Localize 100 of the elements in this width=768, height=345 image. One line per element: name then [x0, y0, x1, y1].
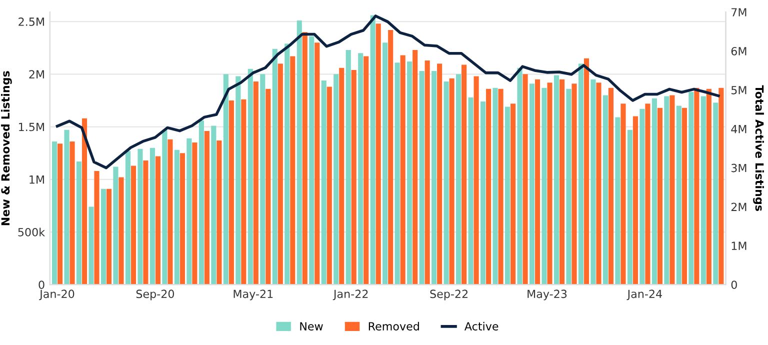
y-tick-label: 0 — [38, 280, 44, 290]
bar — [584, 58, 590, 285]
bar — [657, 108, 662, 285]
legend-label: Removed — [368, 322, 419, 330]
bar — [88, 206, 94, 285]
x-tick-label: May-21 — [234, 290, 273, 300]
bar — [130, 166, 136, 285]
bar — [376, 24, 381, 285]
bar — [260, 74, 266, 285]
bar — [468, 97, 474, 285]
bar — [510, 104, 516, 285]
bar — [364, 56, 369, 285]
y-tick-label: 1M — [30, 176, 44, 184]
bar — [64, 130, 70, 285]
bar — [547, 82, 552, 285]
bar — [125, 150, 131, 285]
y2-tick-label: 7M — [732, 8, 746, 16]
bar — [309, 36, 314, 285]
bar — [664, 96, 670, 285]
bar — [424, 60, 430, 285]
bar — [542, 88, 547, 285]
bar — [394, 62, 400, 285]
bar — [192, 142, 198, 285]
y2-tick-label: 2M — [731, 202, 746, 211]
bar — [150, 148, 155, 285]
bar — [118, 177, 124, 285]
bar — [296, 20, 302, 285]
line-series — [56, 14, 720, 170]
bar — [290, 56, 296, 285]
y-tick-label: 2M — [29, 70, 44, 78]
bar — [94, 170, 100, 285]
bar — [143, 160, 148, 285]
bar — [388, 30, 394, 285]
bar — [106, 188, 112, 285]
y2-tick-label: 5M — [731, 86, 746, 94]
bar — [718, 88, 724, 285]
bar — [462, 64, 467, 285]
bar — [180, 153, 185, 285]
bar — [346, 50, 351, 285]
bar — [113, 166, 118, 285]
bar — [82, 118, 88, 285]
y-axis-title: New & Removed Listings — [1, 71, 12, 226]
bar — [444, 82, 449, 285]
y2-tick-label: 3M — [731, 164, 746, 172]
y-tick-label: 500k — [18, 228, 46, 236]
bar — [223, 74, 228, 285]
bar — [578, 64, 584, 285]
legend-label: Active — [464, 322, 498, 330]
bar — [272, 48, 278, 285]
bar — [706, 88, 712, 285]
bar — [248, 68, 253, 285]
bar — [321, 80, 326, 285]
bar — [76, 162, 82, 285]
bar — [419, 71, 424, 285]
bar — [407, 62, 412, 285]
bar — [52, 142, 58, 285]
bar — [155, 156, 161, 285]
bar — [640, 108, 645, 285]
bar — [162, 130, 168, 285]
bar — [608, 88, 614, 285]
bar — [474, 76, 479, 285]
bar — [632, 116, 638, 285]
bar — [358, 53, 364, 285]
bar — [694, 88, 700, 285]
bar — [596, 82, 602, 285]
bar — [492, 88, 498, 285]
bar — [314, 42, 320, 285]
bar — [174, 150, 180, 285]
y-tick-label: 1.5M — [19, 122, 44, 132]
bar — [278, 64, 283, 285]
bar — [522, 74, 528, 285]
bar — [529, 84, 535, 285]
bar — [204, 130, 210, 285]
y2-tick-label: 6M — [731, 46, 746, 56]
bar — [627, 130, 632, 285]
bar — [498, 88, 504, 285]
y2-tick-label: 1M — [732, 242, 746, 250]
bar — [339, 68, 344, 285]
bar — [382, 42, 388, 285]
bar — [186, 138, 192, 285]
bar — [241, 99, 246, 285]
bar — [412, 50, 418, 285]
bar — [437, 64, 442, 285]
bar — [216, 140, 222, 285]
bar — [590, 79, 596, 285]
x-tick-label: Sep-22 — [430, 290, 468, 300]
bar — [100, 188, 106, 285]
bar — [670, 95, 675, 285]
bar — [284, 44, 290, 285]
legend-label: New — [300, 322, 323, 330]
bar — [253, 82, 258, 285]
bar — [400, 55, 406, 285]
bar — [652, 98, 657, 285]
x-tick-label: Jan-20 — [39, 290, 74, 300]
bar — [554, 75, 560, 285]
bar — [559, 79, 565, 285]
bar — [370, 15, 376, 285]
bar — [486, 88, 492, 285]
x-tick-label: May-23 — [528, 290, 567, 300]
bar — [211, 126, 216, 285]
